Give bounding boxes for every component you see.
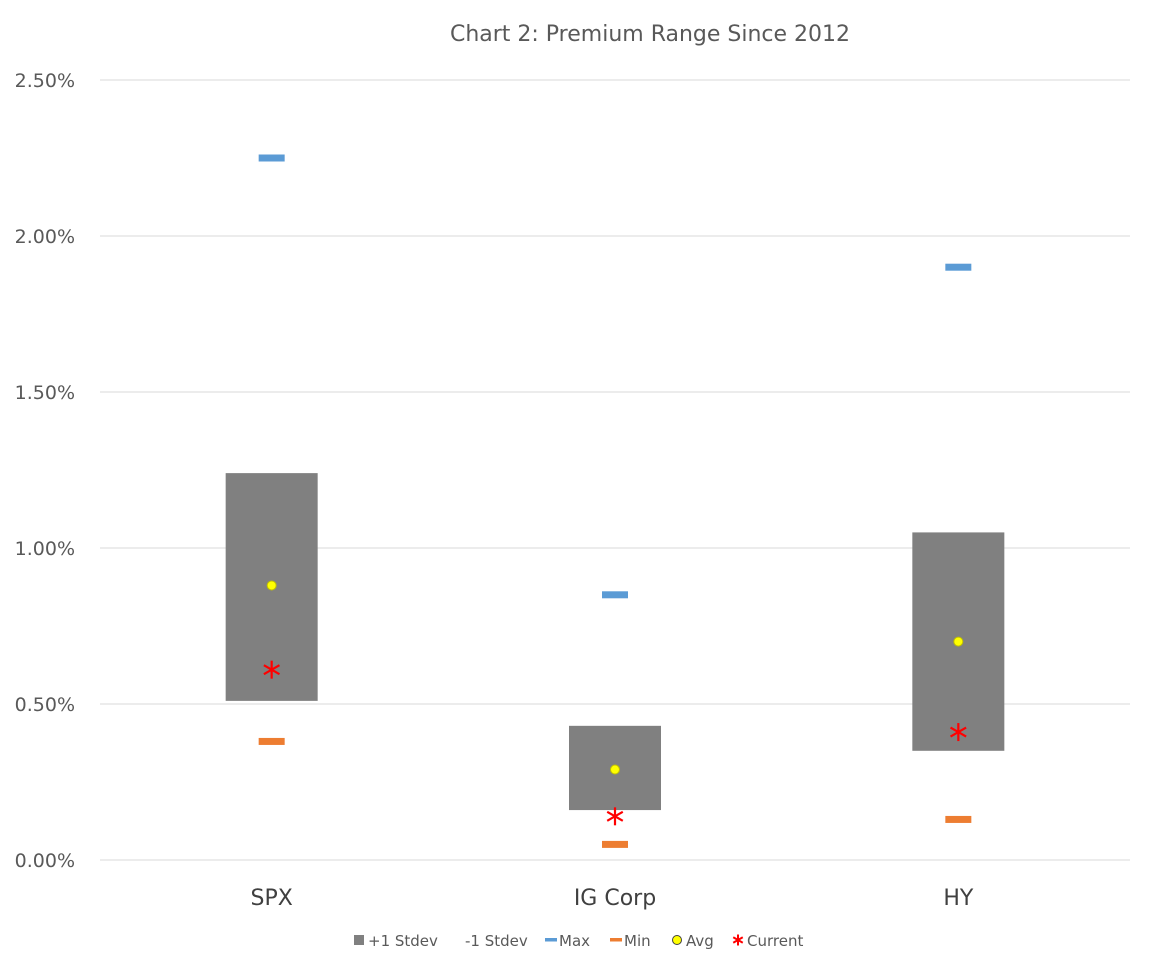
avg-marker: [266, 580, 277, 591]
x-category-label: HY: [943, 886, 974, 911]
avg-marker: [610, 764, 620, 775]
legend-symbol: [354, 935, 364, 945]
legend: +1 Stdev -1 Stdev Max Min Avg Current: [354, 932, 803, 950]
max-marker: [602, 591, 628, 599]
legend-label: -1 Stdev: [465, 932, 528, 950]
chart-title: Chart 2: Premium Range Since 2012: [450, 22, 850, 47]
y-axis-tick-labels: 0.00% 0.50% 1.00% 1.50% 2.00% 2.50%: [15, 70, 75, 872]
y-tick-label: 1.50%: [15, 382, 75, 404]
avg-marker: [953, 636, 964, 647]
min-marker: [602, 840, 628, 848]
legend-label: Min: [624, 932, 651, 950]
y-tick-label: 0.50%: [15, 694, 75, 716]
max-marker: [258, 154, 285, 162]
legend-label: Current: [747, 932, 803, 950]
max-marker: [945, 263, 972, 271]
min-marker: [945, 815, 972, 823]
legend-symbol: [545, 938, 557, 942]
y-tick-label: 2.50%: [15, 70, 75, 92]
legend-symbol: [610, 938, 622, 942]
min-marker: [258, 737, 285, 745]
current-marker: [606, 807, 624, 826]
data-markers: [258, 154, 972, 848]
legend-label: Avg: [686, 932, 714, 950]
stdev-range-boxes: [225, 473, 1005, 811]
y-tick-label: 0.00%: [15, 850, 75, 872]
current-marker: [263, 660, 281, 679]
x-category-label: IG Corp: [574, 886, 656, 911]
legend-symbol: [672, 935, 682, 945]
x-category-label: SPX: [251, 886, 293, 911]
legend-symbol: [732, 934, 744, 946]
x-axis-category-labels: SPX IG Corp HY: [251, 886, 974, 911]
y-tick-label: 2.00%: [15, 226, 75, 248]
legend-label: Max: [559, 932, 590, 950]
y-tick-label: 1.00%: [15, 538, 75, 560]
current-marker: [949, 723, 967, 742]
legend-label: +1 Stdev: [368, 932, 438, 950]
